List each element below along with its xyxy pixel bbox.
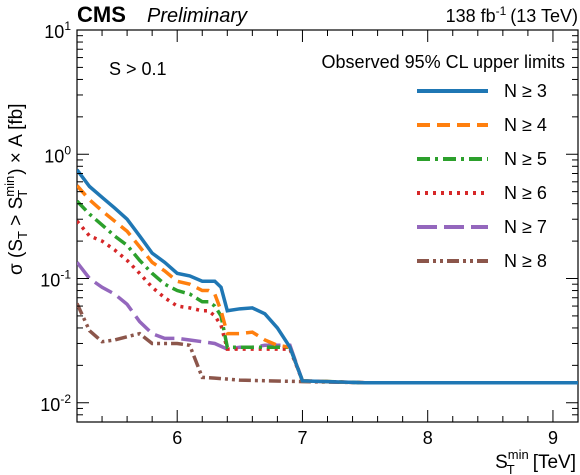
- series-line-n6: [77, 219, 578, 385]
- luminosity-exponent: -1: [496, 4, 507, 18]
- x-tick-label: 8: [423, 428, 433, 448]
- legend-title: Observed 95% CL upper limits: [322, 52, 565, 72]
- y-axis-label: σ (ST > SminT) × A [fb]: [2, 104, 30, 276]
- legend-label-n5: N ≥ 5: [504, 149, 547, 169]
- y-axis-label-pre: σ (S: [6, 239, 27, 275]
- y-axis-label-sub1: T: [15, 231, 30, 239]
- x-tick-label: 7: [297, 428, 307, 448]
- legend-label-n3: N ≥ 3: [504, 81, 547, 101]
- y-axis-label-sup2: min: [2, 176, 17, 197]
- y-axis-label-sub2: T: [15, 190, 30, 198]
- x-axis-label: Smin T [TeV]: [495, 447, 576, 475]
- legend-label-n6: N ≥ 6: [504, 183, 547, 203]
- x-axis-label-sub: T: [507, 462, 515, 475]
- experiment-label: CMS: [77, 2, 126, 27]
- x-tick-label: 6: [172, 428, 182, 448]
- plot-frame: [76, 29, 579, 423]
- selection-annotation: S > 0.1: [109, 59, 167, 79]
- x-axis-label-main: S: [495, 452, 508, 473]
- status-label: Preliminary: [147, 5, 248, 27]
- y-tick-label: 10-1: [40, 268, 71, 291]
- x-tick-label: 9: [548, 428, 558, 448]
- y-tick-label: 101: [44, 19, 71, 42]
- legend-label-n8: N ≥ 8: [504, 251, 547, 271]
- series-line-n4: [77, 184, 578, 385]
- tick-layer: 6 7 8 9 101 100 10-1 10-2: [40, 19, 579, 448]
- series-line-n8: [77, 302, 578, 385]
- y-axis-label-mid: > S: [6, 197, 27, 231]
- series-layer: [77, 168, 578, 385]
- y-axis-label-post: ) × A [fb]: [6, 104, 27, 175]
- energy-label: (13 TeV): [510, 6, 578, 26]
- y-tick-label: 100: [44, 143, 71, 166]
- series-line-n3: [77, 168, 578, 385]
- x-axis-label-sup: min: [508, 447, 529, 462]
- legend-label-n4: N ≥ 4: [504, 115, 547, 135]
- legend: Observed 95% CL upper limits N ≥ 3 N ≥ 4 N…: [322, 52, 565, 271]
- series-line-n5: [77, 199, 578, 385]
- y-tick-label: 10-2: [40, 392, 71, 415]
- series-line-n7: [77, 261, 578, 385]
- legend-label-n7: N ≥ 7: [504, 217, 547, 237]
- luminosity-value: 138 fb: [446, 6, 496, 26]
- x-axis-label-unit: [TeV]: [533, 452, 576, 473]
- luminosity-label: 138 fb-1 (13 TeV): [446, 4, 578, 26]
